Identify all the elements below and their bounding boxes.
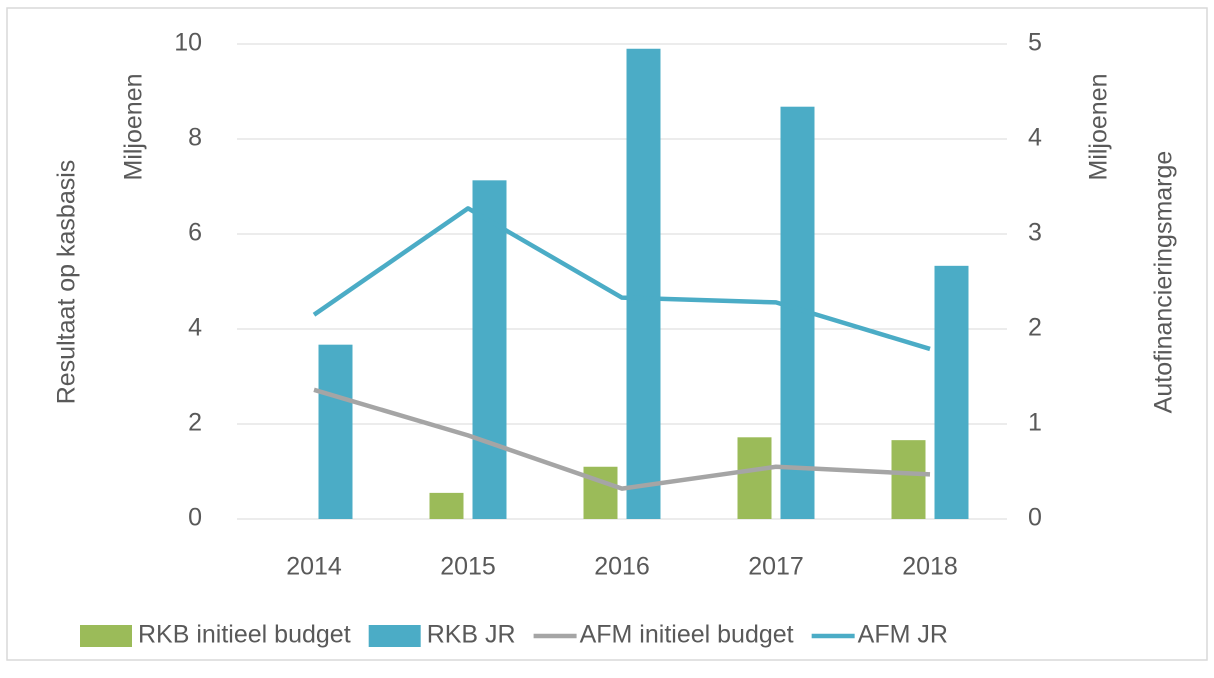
line: [312, 206, 931, 352]
bar: [583, 466, 618, 519]
y2-tick-label: 4: [1028, 124, 1042, 152]
legend-label: AFM initieel budget: [580, 621, 794, 649]
y-tick-label: 8: [188, 124, 202, 152]
bar: [891, 440, 926, 519]
y-tick-label: 10: [174, 29, 202, 57]
y2-axis-unit: Miljoenen: [1085, 73, 1113, 180]
y-axis-unit: Miljoenen: [120, 73, 148, 180]
x-tick-label: 2018: [902, 553, 958, 581]
x-tick-label: 2015: [440, 553, 496, 581]
y-axis-label: Resultaat op kasbasis: [53, 160, 81, 405]
y2-tick-label: 1: [1028, 409, 1042, 437]
y2-axis-label: Autofinancieringsmarge: [1150, 151, 1178, 414]
y2-tick-label: 2: [1028, 314, 1042, 342]
legend-label: AFM JR: [858, 621, 948, 649]
bar: [429, 492, 464, 519]
chart-border: [6, 7, 1208, 661]
legend-swatch: [80, 625, 132, 647]
bar: [737, 437, 772, 519]
bar: [472, 180, 507, 519]
bar: [626, 48, 661, 519]
y2-tick-label: 3: [1028, 219, 1042, 247]
legend-label: RKB JR: [427, 621, 516, 649]
line: [313, 387, 931, 491]
x-tick-label: 2017: [748, 553, 804, 581]
x-tick-label: 2014: [286, 553, 342, 581]
y2-tick-label: 0: [1028, 504, 1042, 532]
y-tick-label: 4: [188, 314, 202, 342]
bar: [318, 344, 353, 519]
x-tick-label: 2016: [594, 553, 650, 581]
y-tick-label: 2: [188, 409, 202, 437]
legend-swatch: [368, 625, 421, 647]
y2-tick-label: 5: [1028, 29, 1042, 57]
y-tick-label: 0: [188, 504, 202, 532]
bar: [934, 265, 969, 519]
legend-label: RKB initieel budget: [138, 621, 351, 649]
y-tick-label: 6: [188, 219, 202, 247]
